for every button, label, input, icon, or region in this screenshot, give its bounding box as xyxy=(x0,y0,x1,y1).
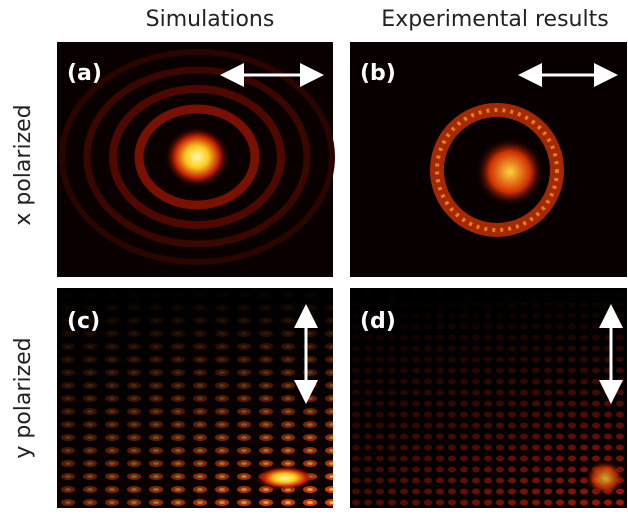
figure: Simulations Experimental results x polar… xyxy=(0,0,628,515)
row-label: y polarized xyxy=(11,337,36,458)
panel: (c) xyxy=(57,288,333,508)
panel-label: (a) xyxy=(67,61,102,86)
panel: (a) xyxy=(57,42,333,277)
column-header: Simulations xyxy=(146,7,275,32)
panel-label: (d) xyxy=(360,309,396,334)
column-header: Experimental results xyxy=(381,7,608,32)
panel-label: (c) xyxy=(67,309,100,334)
panel: (d) xyxy=(350,288,627,508)
panel: (b) xyxy=(350,42,627,277)
panel-label: (b) xyxy=(360,61,396,86)
row-label: x polarized xyxy=(11,104,36,225)
